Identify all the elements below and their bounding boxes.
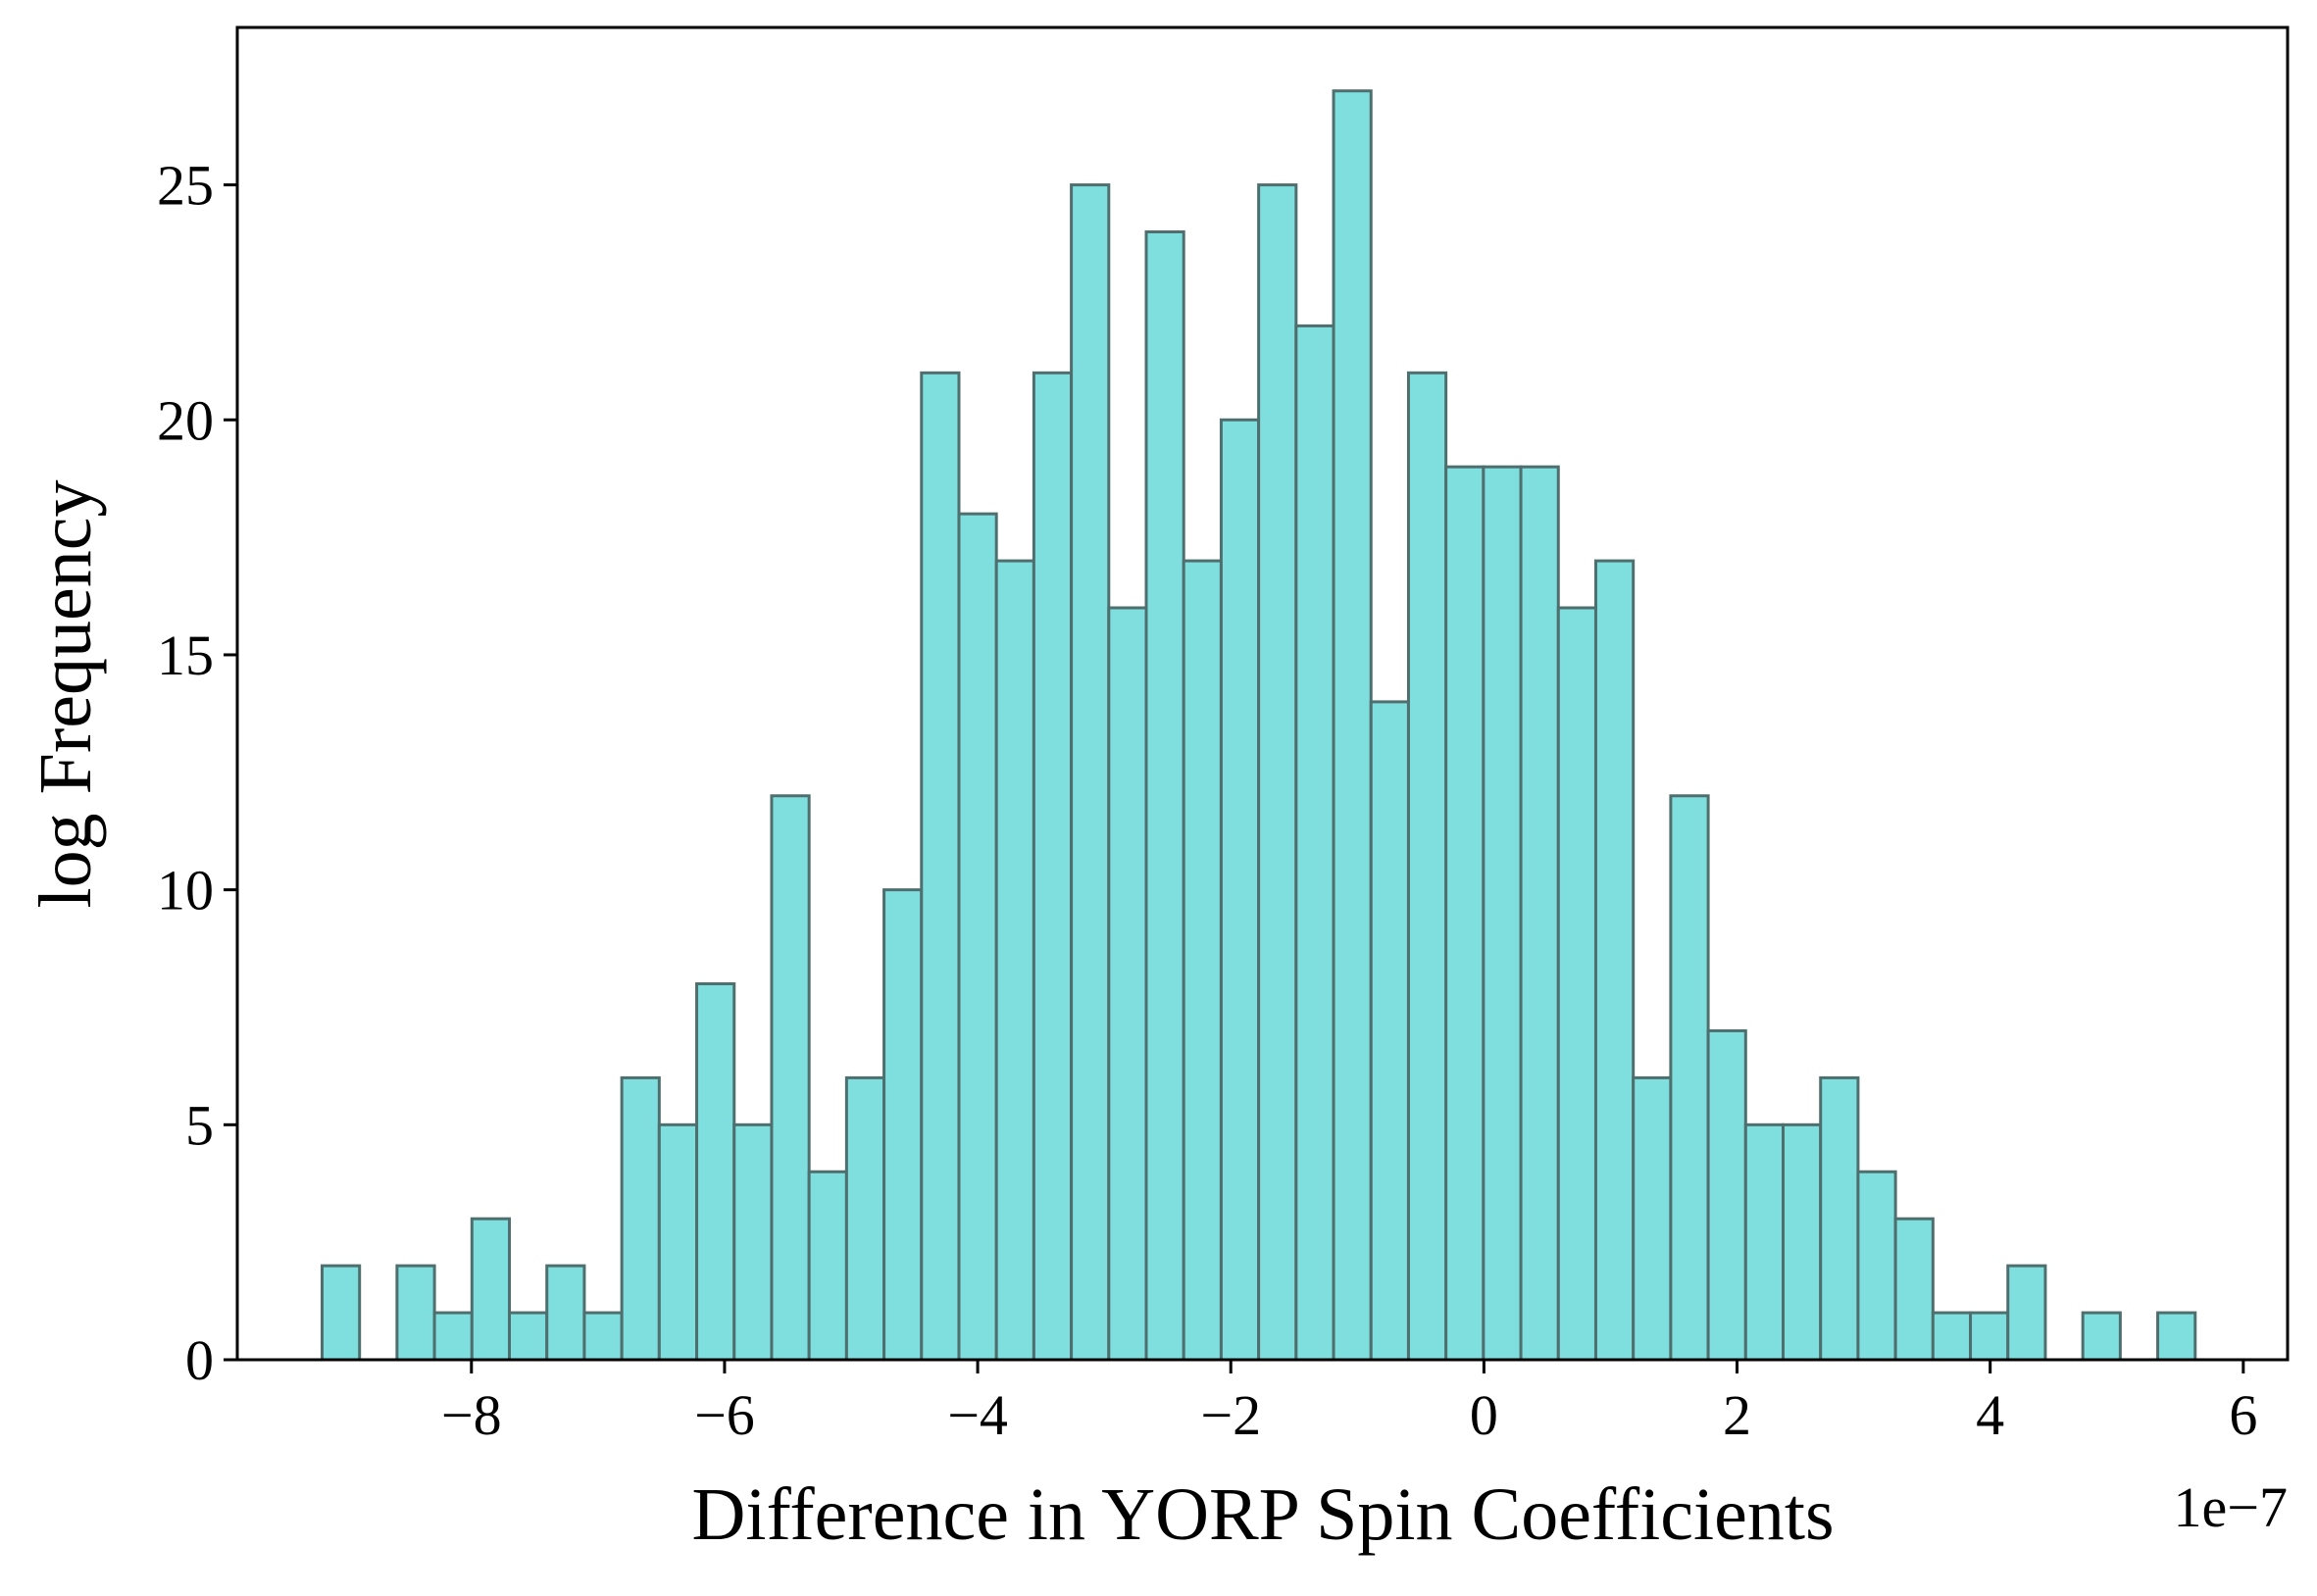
histogram-bar — [732, 1122, 774, 1362]
histogram-bar — [395, 1264, 436, 1362]
x-tick-label: 6 — [2229, 1383, 2257, 1447]
histogram-bar — [320, 1264, 362, 1362]
histogram-bar — [1819, 1075, 1860, 1362]
histogram-bar — [1406, 371, 1448, 1362]
histogram-bar — [1969, 1311, 2010, 1362]
histogram-bar — [844, 1075, 886, 1362]
histogram-bar — [1782, 1122, 1823, 1362]
histogram-bar — [620, 1075, 661, 1362]
histogram-bar — [1294, 324, 1335, 1362]
x-tick-label: −6 — [694, 1383, 755, 1447]
histogram-bar — [2006, 1264, 2047, 1362]
histogram-bar — [1931, 1311, 1973, 1362]
histogram-bar — [920, 371, 961, 1362]
histogram-bar — [994, 559, 1035, 1362]
histogram-bar — [1593, 559, 1636, 1362]
y-tick-label: 25 — [157, 154, 214, 218]
histogram-bar — [1107, 606, 1148, 1362]
histogram-bar — [1482, 465, 1523, 1362]
histogram-bar — [770, 794, 811, 1362]
histogram-bar — [1182, 559, 1223, 1362]
histogram-bar — [1257, 183, 1298, 1362]
histogram-bar — [1332, 89, 1373, 1362]
histogram-bar — [545, 1264, 586, 1362]
histogram-bar — [1893, 1217, 1935, 1362]
histogram-bar — [1856, 1170, 1897, 1362]
plot-frame — [235, 25, 2290, 1362]
histogram-bar — [957, 512, 998, 1362]
bars-group — [320, 89, 2197, 1362]
histogram-bar — [807, 1170, 848, 1362]
y-tick-label: 20 — [157, 388, 214, 452]
histogram-bar — [1369, 700, 1410, 1362]
x-tick-label: −4 — [947, 1383, 1008, 1447]
histogram-bar — [1743, 1122, 1786, 1362]
x-axis-ticks: −8 −6 −4 −2 0 2 4 6 — [441, 1360, 2257, 1447]
x-axis-offset-label: 1e−7 — [2174, 1475, 2288, 1539]
histogram-bar — [1632, 1075, 1673, 1362]
histogram-bar — [470, 1217, 512, 1362]
histogram-bar — [582, 1311, 624, 1362]
x-axis-title: Difference in YORP Spin Coefficients — [691, 1473, 1834, 1556]
histogram-bar — [432, 1311, 474, 1362]
histogram-bar — [882, 888, 924, 1362]
histogram-bar — [508, 1311, 549, 1362]
histogram-bar — [1444, 465, 1486, 1362]
x-tick-label: −2 — [1200, 1383, 1261, 1447]
x-tick-label: 0 — [1470, 1383, 1498, 1447]
histogram-bar — [2081, 1311, 2122, 1362]
y-tick-label: 15 — [157, 623, 214, 687]
histogram-bar — [1669, 794, 1710, 1362]
y-axis-ticks: 0 5 10 15 20 25 — [157, 154, 237, 1392]
histogram-bar — [1144, 230, 1185, 1362]
y-axis-title: log Frequency — [25, 480, 107, 909]
x-tick-label: −8 — [441, 1383, 502, 1447]
histogram-bar — [1519, 465, 1560, 1362]
histogram-bar — [657, 1122, 699, 1362]
y-tick-label: 10 — [157, 859, 214, 923]
histogram-bar — [1032, 371, 1074, 1362]
y-tick-label: 0 — [185, 1328, 214, 1392]
y-tick-label: 5 — [185, 1093, 214, 1157]
histogram-bar — [1070, 183, 1111, 1362]
x-tick-label: 4 — [1976, 1383, 2004, 1447]
histogram-bar — [1219, 418, 1261, 1362]
histogram-bar — [2156, 1311, 2197, 1362]
histogram-bar — [1706, 1028, 1747, 1362]
x-tick-label: 2 — [1723, 1383, 1751, 1447]
histogram-bar — [1556, 606, 1597, 1362]
histogram-bar — [695, 982, 736, 1362]
